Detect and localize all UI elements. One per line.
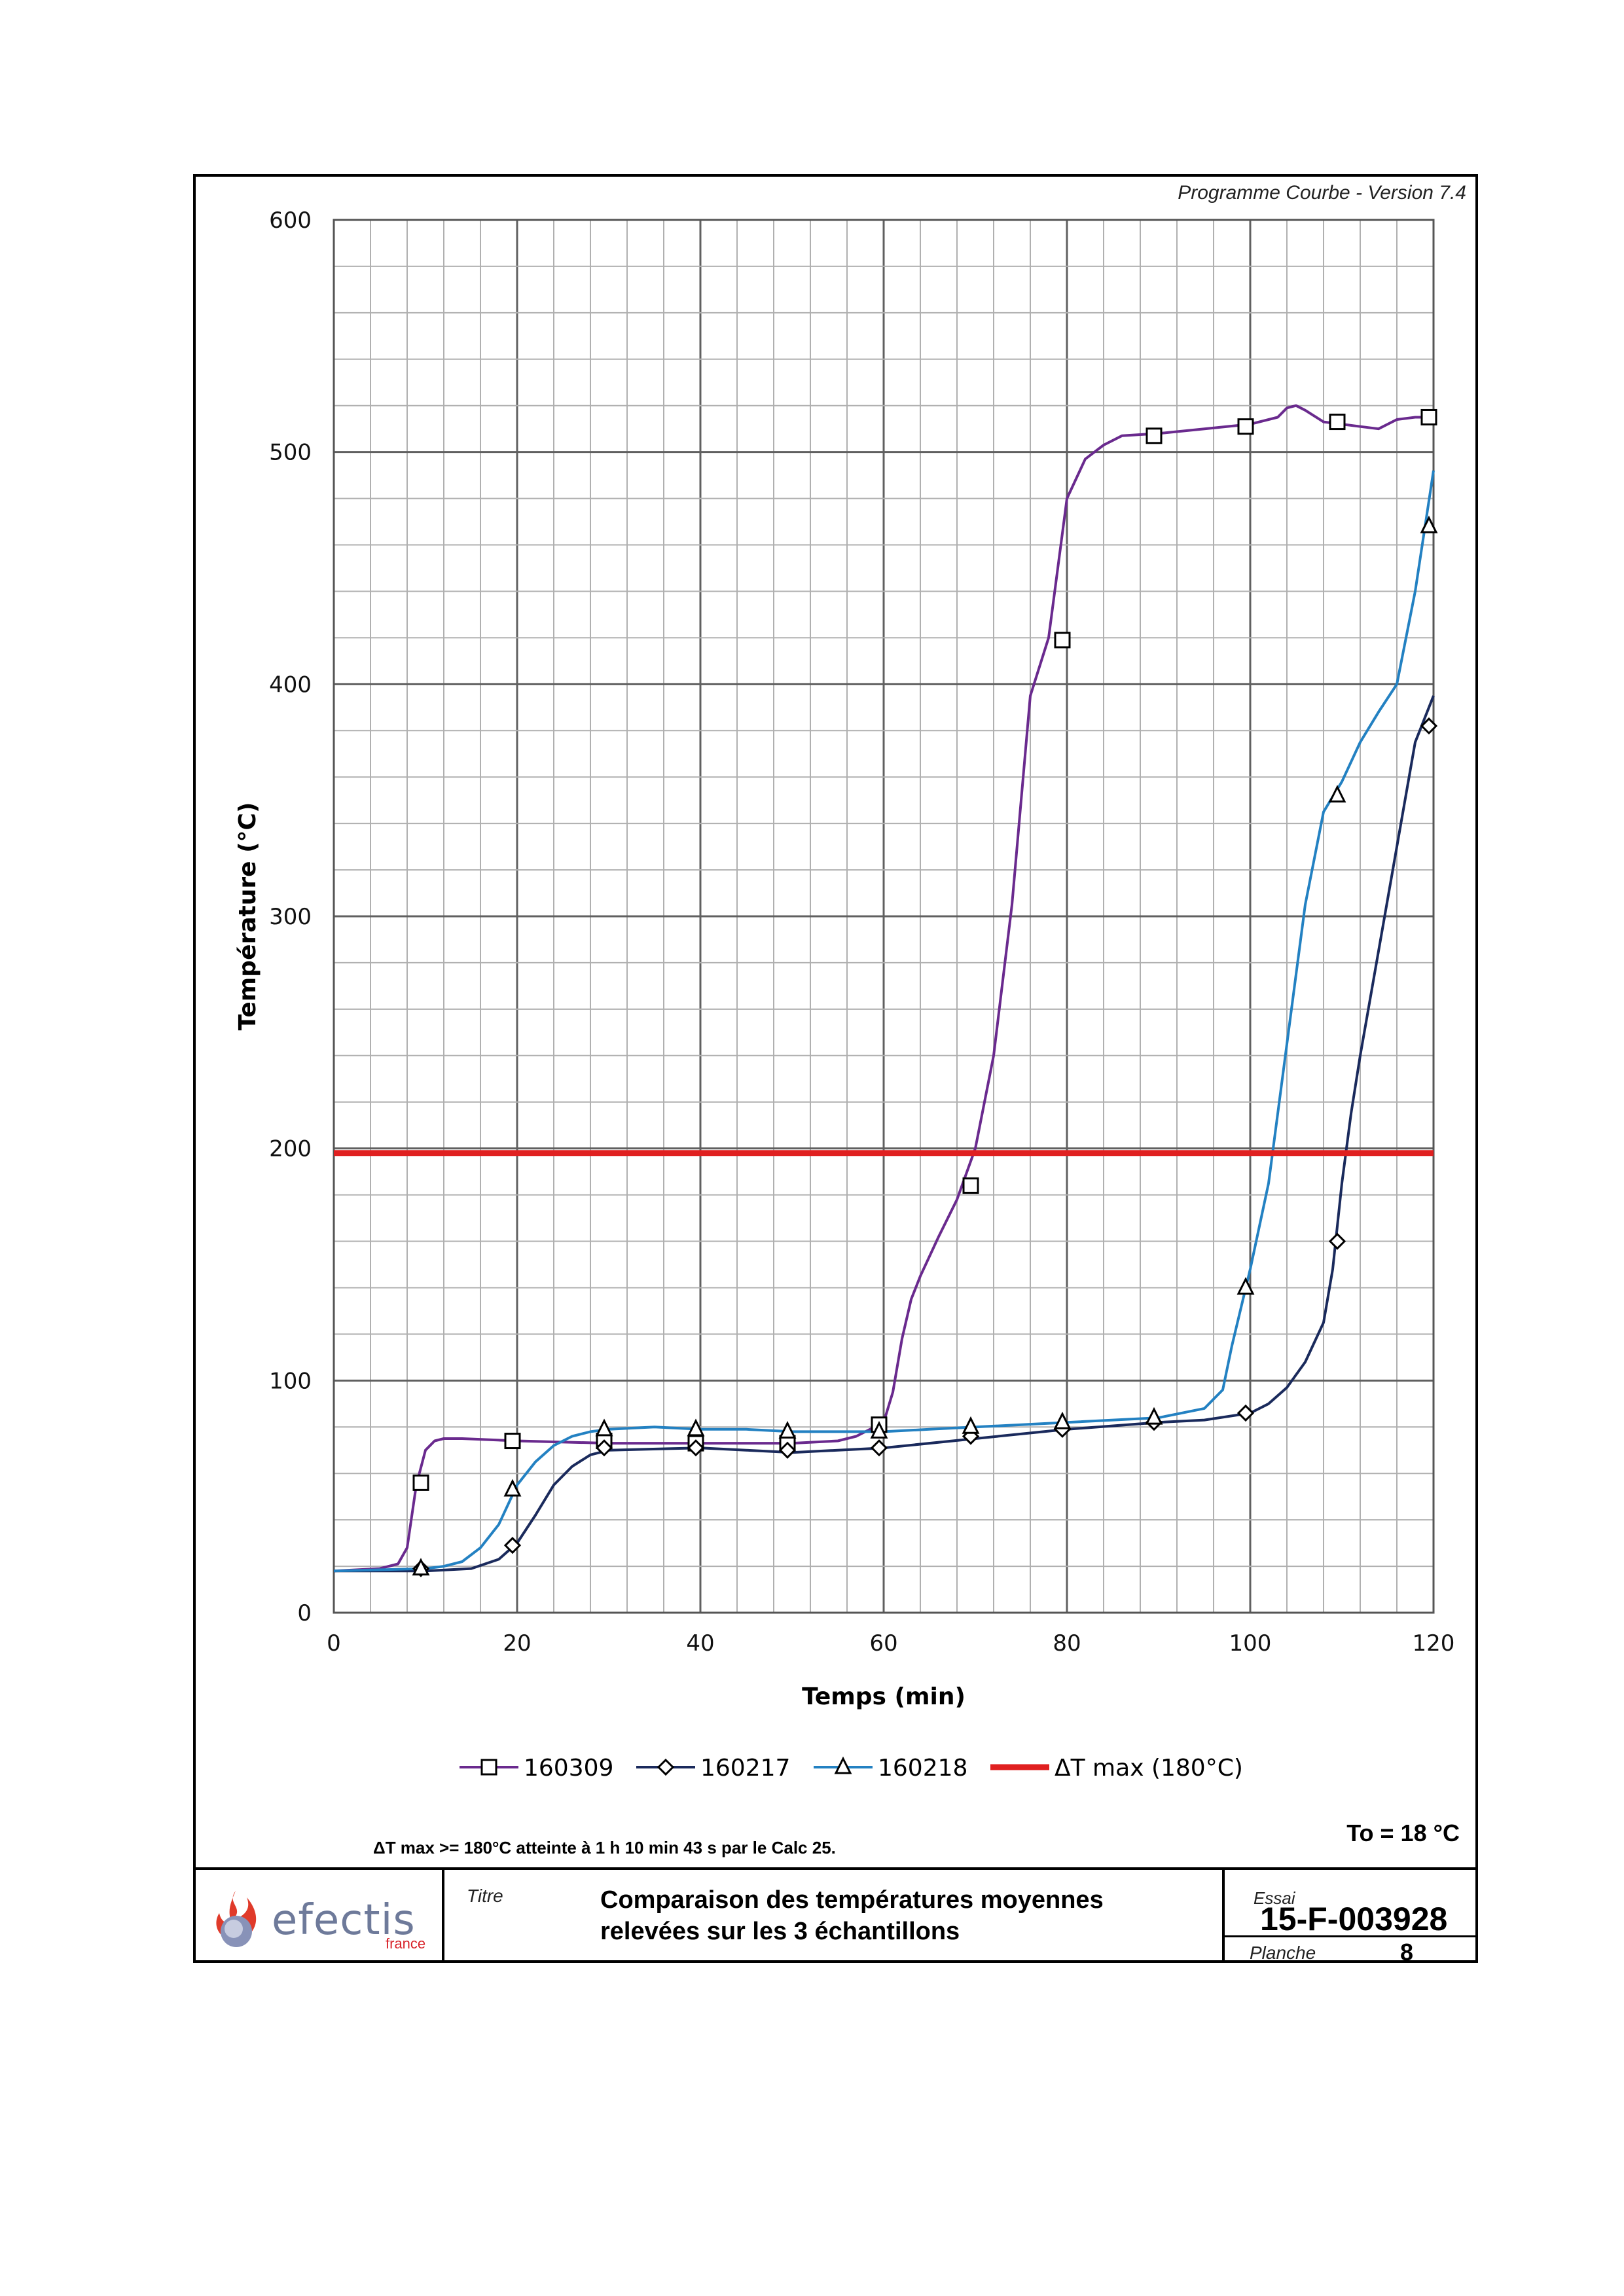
data-point-160217 (1236, 1404, 1255, 1422)
data-point-160218 (1420, 515, 1438, 533)
data-point-160217 (1420, 717, 1438, 735)
series-line-160217 (334, 695, 1435, 1573)
data-point-160217 (870, 1439, 888, 1457)
x-axis-title: Temps (min) (802, 1683, 965, 1710)
legend-entry: 160309 (460, 1755, 613, 1782)
data-point-160218 (870, 1421, 888, 1439)
chart: 0 20 40 60 80 100 120 0 100 200 300 400 500 600 Temps… (234, 207, 1454, 1782)
data-point-160218 (687, 1418, 705, 1437)
data-point-160309 (1146, 427, 1163, 444)
report-title-line-1: Comparaison des températures moyennes (600, 1886, 1104, 1914)
chart-tick-labels: 0 20 40 60 80 100 120 0 100 200 300 400 500 600 (269, 207, 1454, 1657)
data-point-160309 (962, 1177, 979, 1194)
title-label: Titre (467, 1886, 503, 1906)
x-tick-label: 20 (503, 1630, 531, 1657)
report-sheet-frame (193, 174, 1478, 1963)
flame-icon (216, 1891, 257, 1947)
efectis-logo: efectis france (206, 1884, 442, 1952)
data-point-160217 (595, 1439, 613, 1457)
y-tick-label: 600 (269, 207, 312, 234)
chart-axes (333, 219, 1435, 1614)
test-label: Essai (1254, 1888, 1295, 1908)
chart-markers (412, 408, 1438, 1577)
legend-marker (480, 1759, 497, 1776)
title-block-divider (442, 1870, 444, 1963)
data-point-160218 (1145, 1407, 1163, 1425)
data-point-160217 (503, 1537, 522, 1554)
legend-label: 160218 (878, 1755, 967, 1782)
y-tick-label: 400 (269, 672, 312, 698)
plot-area-border (333, 219, 1435, 1614)
initial-temperature: To = 18 °C (1346, 1820, 1460, 1846)
data-point-160218 (1236, 1277, 1255, 1295)
data-point-160218 (412, 1558, 430, 1576)
data-point-160218 (503, 1479, 522, 1497)
x-tick-label: 0 (327, 1630, 341, 1657)
data-point-160309 (1237, 418, 1254, 435)
delta-t-note: ΔT max >= 180°C atteinte à 1 h 10 min 43… (373, 1838, 836, 1857)
y-axis-title: Température (°C) (234, 802, 261, 1031)
x-tick-label: 100 (1229, 1630, 1272, 1657)
legend-entry: 160218 (814, 1755, 967, 1782)
data-point-160218 (595, 1418, 613, 1437)
data-point-160217 (687, 1439, 705, 1457)
logo-subtext: france (386, 1935, 426, 1952)
data-point-160218 (962, 1416, 980, 1434)
data-point-160218 (778, 1421, 797, 1439)
data-point-160309 (1420, 408, 1437, 425)
logo-wordmark: efectis (272, 1896, 416, 1945)
y-tick-label: 100 (269, 1368, 312, 1394)
legend-marker (834, 1756, 852, 1774)
data-point-160309 (1329, 414, 1346, 431)
x-tick-label: 120 (1413, 1630, 1455, 1657)
data-point-160218 (1053, 1411, 1072, 1429)
x-tick-label: 80 (1053, 1630, 1081, 1657)
y-tick-label: 200 (269, 1136, 312, 1162)
data-point-160217 (778, 1441, 797, 1459)
y-tick-label: 500 (269, 440, 312, 466)
program-version: Programme Courbe - Version 7.4 (1178, 182, 1466, 204)
data-point-160309 (1054, 632, 1071, 649)
title-block: efectis france Titre Comparaison des tem… (193, 1867, 1478, 1965)
data-point-160217 (1328, 1232, 1346, 1250)
y-tick-label: 300 (269, 904, 312, 930)
legend-marker (657, 1758, 675, 1776)
title-block-divider (1222, 1870, 1225, 1963)
legend-label: ΔT max (180°C) (1055, 1755, 1243, 1782)
sheet-number: 8 (1400, 1939, 1414, 1965)
legend-entry: ΔT max (180°C) (990, 1755, 1243, 1782)
sheet-row: Planche 8 (1223, 1935, 1478, 1965)
legend-entry: 160217 (636, 1755, 790, 1782)
legend-label: 160309 (524, 1755, 613, 1782)
x-tick-label: 60 (869, 1630, 897, 1657)
data-point-160309 (412, 1474, 429, 1491)
y-tick-label: 0 (297, 1600, 312, 1626)
report-title: Comparaison des températures moyennes re… (600, 1884, 1189, 1947)
report-title-line-2: relevées sur les 3 échantillons (600, 1918, 960, 1945)
legend-label: 160217 (700, 1755, 790, 1782)
chart-legend: 160309 160217 160218 ΔT max (180°C) (460, 1755, 1243, 1782)
data-point-160218 (1328, 785, 1346, 803)
data-point-160309 (504, 1433, 521, 1450)
series-line-160309 (333, 404, 1434, 1573)
sheet-label: Planche (1250, 1943, 1316, 1963)
test-number: 15-F-003928 (1260, 1901, 1448, 1937)
x-tick-label: 40 (686, 1630, 714, 1657)
